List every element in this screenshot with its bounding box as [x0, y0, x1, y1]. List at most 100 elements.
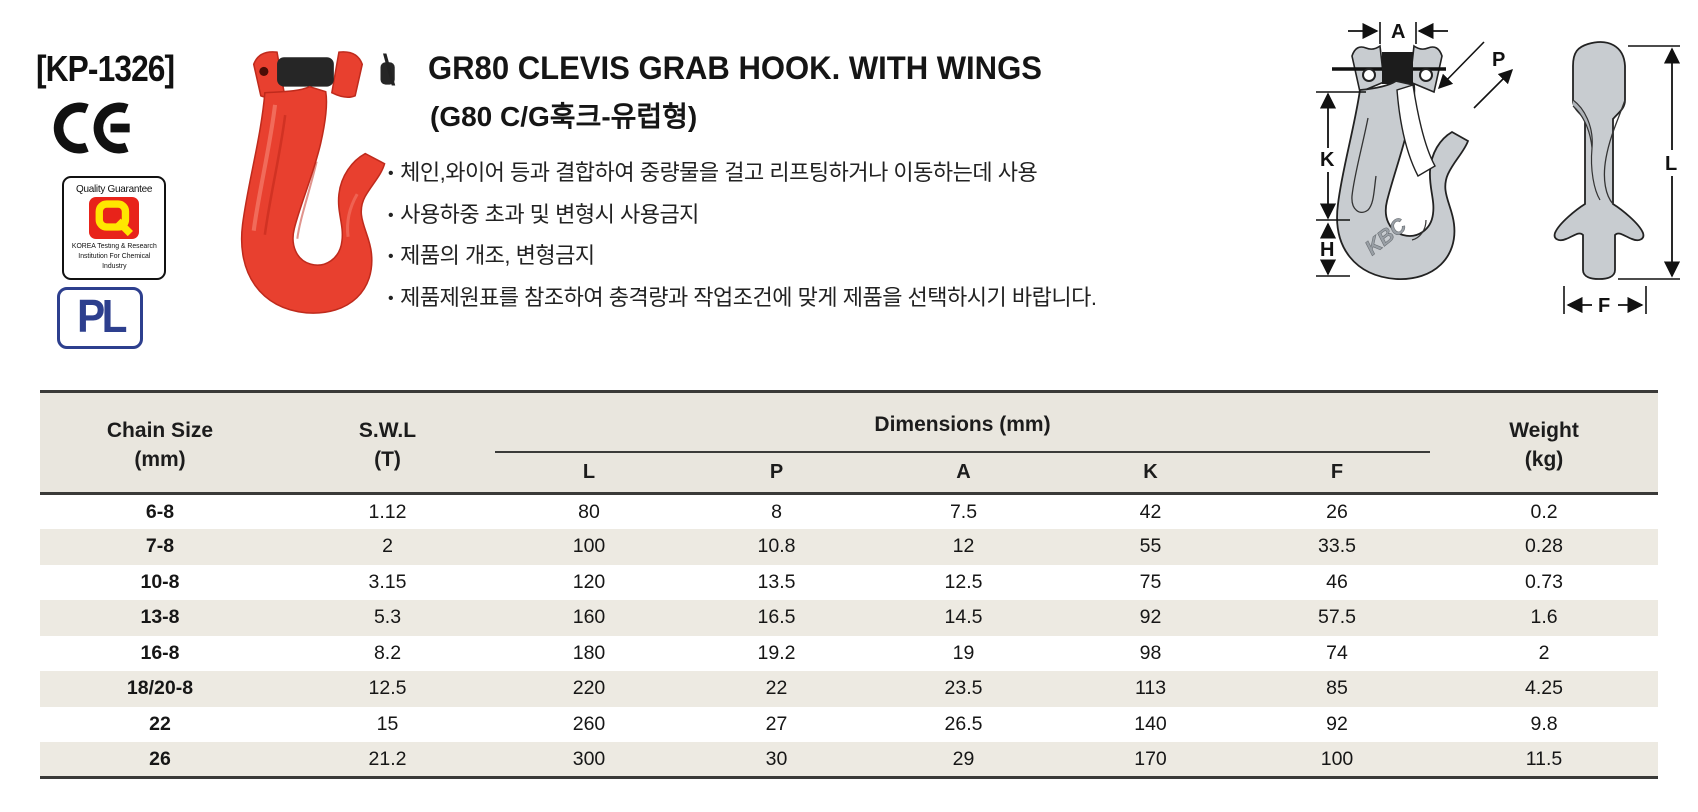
cell-dim-p: 10.8: [683, 529, 870, 565]
cell-swl: 12.5: [280, 671, 495, 707]
usage-note: 사용하중 초과 및 변형시 사용금지: [388, 196, 1208, 238]
cell-swl: 21.2: [280, 742, 495, 778]
table-row: 18/20-8 12.5 220 22 23.5 113 85 4.25: [40, 671, 1659, 707]
col-header-swl: S.W.L (T): [280, 391, 495, 494]
quality-badge-title: Quality Guarantee: [75, 183, 153, 195]
table-row: 7-8 2 100 10.8 12 55 33.5 0.28: [40, 529, 1659, 565]
cell-swl: 5.3: [280, 600, 495, 636]
cell-weight: 0.28: [1430, 529, 1659, 565]
cell-dim-f: 33.5: [1244, 529, 1431, 565]
cell-dim-l: 100: [495, 529, 683, 565]
dim-label-k: K: [1320, 149, 1335, 171]
table-row: 13-8 5.3 160 16.5 14.5 92 57.5 1.6: [40, 600, 1659, 636]
cell-dim-f: 57.5: [1244, 600, 1431, 636]
cell-chain-size: 6-8: [145, 500, 175, 523]
cell-swl: 8.2: [373, 641, 402, 664]
usage-notes-list: 체인,와이어 등과 결합하여 중량물을 걸고 리프팅하거나 이동하는데 사용 사…: [388, 154, 1208, 320]
cell-dim-a: 12: [870, 529, 1057, 565]
quality-guarantee-badge: Quality Guarantee KOREA Testing & Resear…: [62, 176, 166, 280]
cell-dim-k: 55: [1057, 529, 1244, 565]
col-header-dim-p: P: [683, 451, 870, 494]
cell-weight: 0.73: [1525, 570, 1563, 593]
cell-dim-k: 140: [1134, 712, 1167, 735]
table-row: 22 15 260 27 26.5 140 92 9.8: [40, 707, 1658, 743]
pl-badge: PL: [57, 287, 143, 349]
cell-dim-a: 14.5: [870, 600, 1057, 636]
cell-dim-f: 46: [1326, 570, 1348, 593]
cell-dim-k: 42: [1139, 500, 1162, 523]
dim-label-l: L: [1665, 153, 1677, 175]
col-header-weight: Weight (kg): [1430, 391, 1659, 494]
cell-dim-f: 85: [1244, 671, 1431, 707]
cell-dim-k: 75: [1139, 570, 1162, 593]
cell-chain-size: 10-8: [140, 570, 180, 593]
cell-dim-k: 113: [1057, 671, 1244, 707]
dim-label-h: H: [1320, 239, 1334, 261]
quality-q-icon: [89, 197, 139, 240]
col-header-dim-k: K: [1057, 451, 1244, 494]
cell-chain-size: 16-8: [140, 641, 180, 664]
col-header-dim-l: L: [495, 451, 683, 494]
col-header-dimensions: Dimensions (mm): [495, 391, 1431, 453]
cell-dim-l: 300: [495, 742, 683, 778]
col-header-dim-f: F: [1244, 451, 1431, 494]
quality-badge-org: KOREA Testing & Research Institution For…: [71, 242, 157, 270]
pl-badge-label: PL: [76, 290, 127, 342]
cell-chain-size: 13-8: [40, 600, 280, 636]
col-header-dim-a: A: [870, 451, 1057, 494]
cell-dim-f: 74: [1326, 641, 1348, 664]
cell-weight: 0.2: [1530, 500, 1558, 523]
cell-dim-a: 19: [952, 641, 975, 664]
page-subtitle: (G80 C/G훅크-유럽형): [430, 101, 698, 132]
cell-dim-l: 160: [495, 600, 683, 636]
cell-dim-a: 7.5: [949, 500, 978, 523]
table-row: 16-8 8.2 180 19.2 19 98 74 2: [40, 636, 1658, 672]
dim-label-f: F: [1598, 295, 1610, 317]
cell-chain-size: 26: [40, 742, 280, 778]
cell-dim-k: 170: [1057, 742, 1244, 778]
table-row: 26 21.2 300 30 29 170 100 11.5: [40, 742, 1659, 778]
table-row: 10-8 3.15 120 13.5 12.5 75 46 0.73: [40, 565, 1658, 601]
cell-dim-p: 30: [683, 742, 870, 778]
spec-table: Chain Size (mm) S.W.L (T) Dimensions (mm…: [40, 390, 1659, 779]
cell-chain-size: 7-8: [40, 529, 280, 565]
cell-chain-size: 22: [149, 712, 171, 735]
dim-label-p: P: [1492, 49, 1505, 71]
cell-dim-p: 13.5: [757, 570, 796, 593]
cell-dim-k: 92: [1057, 600, 1244, 636]
cell-dim-p: 8: [771, 500, 782, 523]
cell-weight: 4.25: [1430, 671, 1659, 707]
usage-note: 제품제원표를 참조하여 충격량과 작업조건에 맞게 제품을 선택하시기 바랍니다…: [388, 279, 1208, 321]
cell-dim-a: 23.5: [870, 671, 1057, 707]
cell-dim-f: 92: [1326, 712, 1348, 735]
cell-dim-l: 260: [572, 712, 606, 735]
cell-weight: 9.8: [1530, 712, 1558, 735]
usage-note: 체인,와이어 등과 결합하여 중량물을 걸고 리프팅하거나 이동하는데 사용: [388, 154, 1208, 196]
cell-chain-size: 18/20-8: [40, 671, 280, 707]
dimension-diagram: KBC A P K H: [1276, 8, 1698, 342]
cell-dim-l: 120: [572, 570, 606, 593]
cell-weight: 11.5: [1430, 742, 1659, 778]
col-header-chain-size: Chain Size (mm): [40, 391, 280, 494]
cell-dim-l: 220: [495, 671, 683, 707]
cell-dim-p: 27: [765, 712, 788, 735]
cell-dim-p: 16.5: [683, 600, 870, 636]
usage-note: 제품의 개조, 변형금지: [388, 237, 1208, 279]
cell-dim-p: 22: [683, 671, 870, 707]
dim-label-a: A: [1391, 21, 1405, 43]
cell-weight: 1.6: [1430, 600, 1659, 636]
cell-swl: 2: [280, 529, 495, 565]
cell-weight: 2: [1538, 641, 1550, 664]
title-slash-mark: \: [383, 46, 396, 95]
page-title: GR80 CLEVIS GRAB HOOK. WITH WINGS: [428, 50, 1042, 86]
cell-dim-a: 26.5: [944, 712, 983, 735]
model-code: [KP-1326]: [36, 48, 175, 89]
cell-swl: 3.15: [368, 570, 407, 593]
cell-dim-k: 98: [1139, 641, 1162, 664]
cell-dim-a: 12.5: [944, 570, 983, 593]
cell-swl: 1.12: [368, 500, 407, 523]
cell-dim-l: 80: [578, 500, 600, 523]
cell-dim-p: 19.2: [757, 641, 796, 664]
cell-dim-f: 100: [1244, 742, 1431, 778]
